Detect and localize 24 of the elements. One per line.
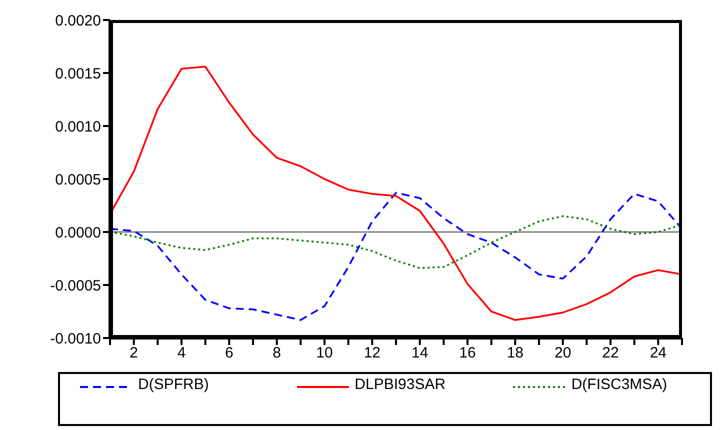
y-tick-label: 0.0005 [55,171,101,188]
legend-label: D(FISC3MSA) [571,376,668,393]
x-tick-label: 2 [130,344,138,362]
y-tick-label: 0.0020 [55,12,101,30]
y-tick-label: -0.0010 [50,330,101,348]
line-series [110,192,682,321]
line-series [110,66,682,321]
x-tick-label: 12 [364,344,381,362]
x-tick-label: 4 [177,344,186,362]
y-tick-label: -0.0005 [50,277,101,294]
x-tick-label: 14 [411,344,428,362]
legend-label: D(SPFRB) [138,376,209,393]
y-tick-label: 0.0010 [55,118,101,136]
x-tick-label: 10 [316,344,333,362]
legend-label: DLPBI93SAR [354,376,446,393]
y-tick-label: 0.0000 [55,224,101,242]
x-tick-label: 6 [224,344,234,362]
x-tick-label: 24 [650,344,667,362]
x-tick-label: 16 [459,344,476,362]
y-tick-label: 0.0015 [55,65,101,82]
x-tick-label: 22 [602,344,619,362]
x-tick-label: 18 [506,344,524,362]
x-tick-label: 8 [272,344,282,362]
x-tick-label: 20 [554,344,572,362]
